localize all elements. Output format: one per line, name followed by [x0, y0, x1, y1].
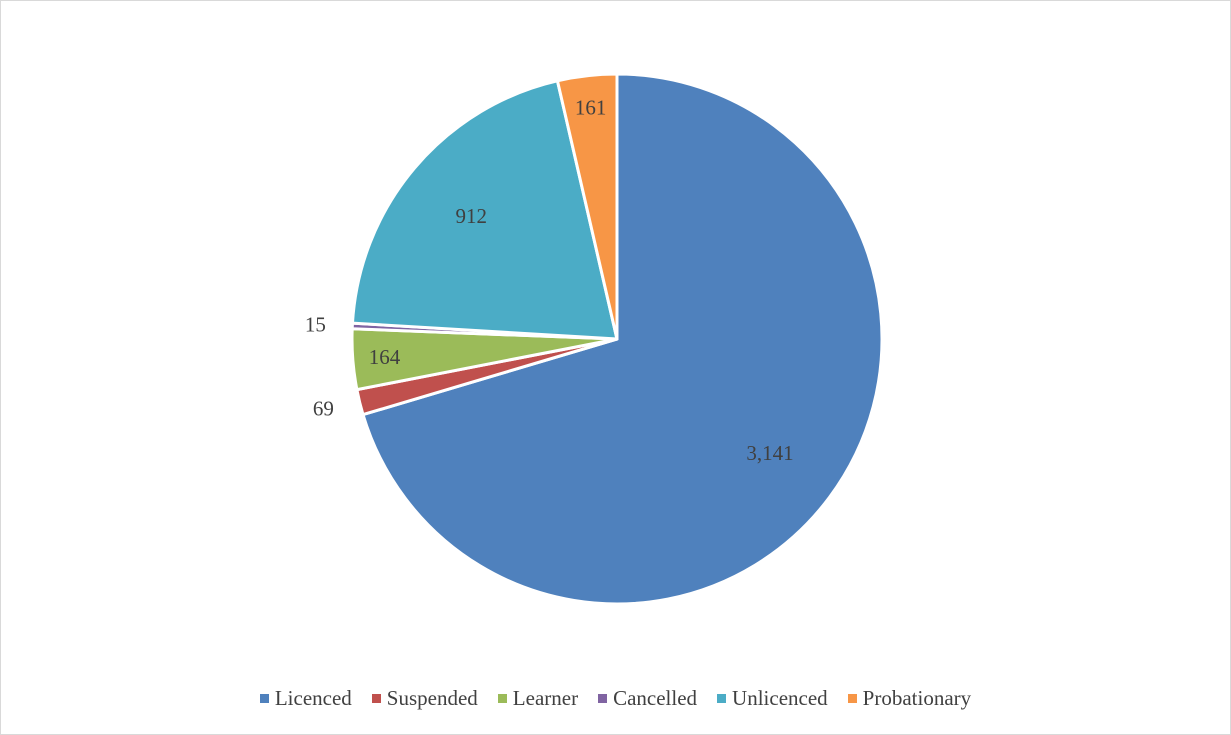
- data-label-suspended: 69: [313, 397, 334, 421]
- legend: Licenced Suspended Learner Cancelled Unlicen…: [0, 683, 1231, 713]
- pie-slice-probationary: [555, 72, 619, 341]
- pie-slice-unlicenced: [350, 79, 619, 341]
- legend-label: Licenced: [274, 685, 352, 710]
- legend-swatch: [371, 693, 381, 703]
- legend-item-probationary: Probationary: [847, 685, 972, 711]
- pie-slices: [350, 72, 884, 606]
- legend-item-licenced: Licenced: [259, 685, 352, 711]
- legend-swatch: [259, 693, 269, 703]
- data-label-probationary: 161: [575, 95, 607, 119]
- legend-label: Unlicenced: [732, 685, 828, 710]
- legend-item-learner: Learner: [497, 685, 579, 711]
- legend-label: Learner: [512, 685, 579, 710]
- legend-swatch: [598, 693, 608, 703]
- legend-label: Probationary: [862, 685, 972, 710]
- legend-swatch: [497, 693, 507, 703]
- legend-label: Suspended: [386, 685, 478, 710]
- data-label-licenced: 3,141: [746, 441, 793, 465]
- legend-label: Cancelled: [613, 685, 698, 710]
- legend-item-suspended: Suspended: [371, 685, 478, 711]
- pie-slice-licenced: [361, 72, 884, 606]
- legend-item-cancelled: Cancelled: [598, 686, 697, 711]
- legend-swatch: [717, 693, 727, 703]
- legend-swatch: [847, 693, 857, 703]
- data-label-learner: 164: [369, 345, 401, 369]
- pie-data-labels: 3,141 69 164 15 912 161: [305, 95, 794, 465]
- data-label-cancelled: 15: [305, 313, 326, 337]
- legend-item-unlicenced: Unlicenced: [717, 686, 828, 711]
- data-label-unlicenced: 912: [456, 204, 488, 228]
